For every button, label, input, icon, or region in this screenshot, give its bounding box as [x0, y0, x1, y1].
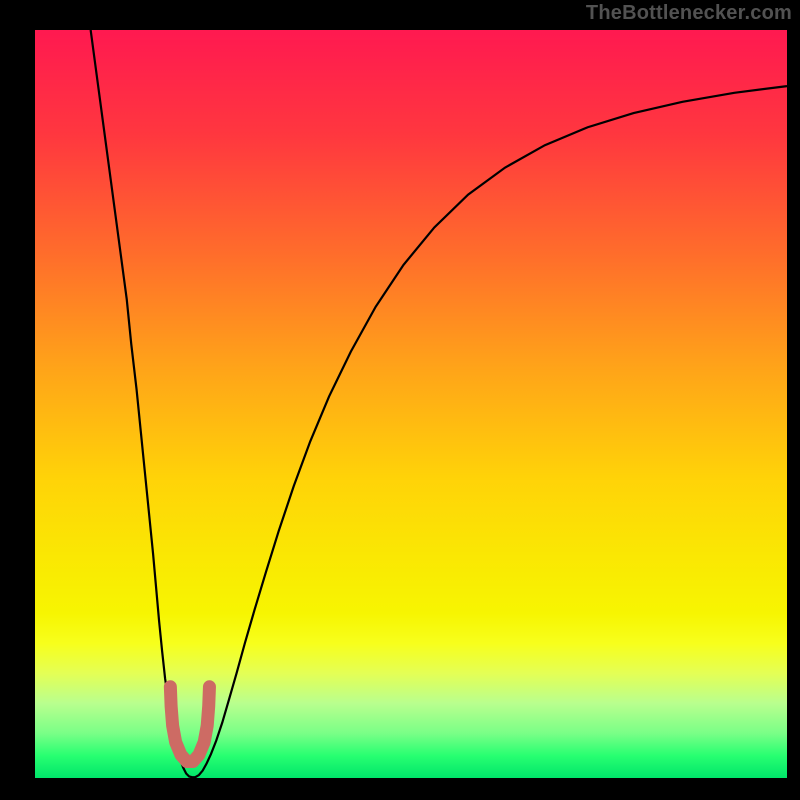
chart-container: TheBottlenecker.com [0, 0, 800, 800]
gradient-background [35, 30, 787, 778]
watermark-text: TheBottlenecker.com [586, 2, 792, 25]
bottleneck-chart [0, 0, 800, 800]
